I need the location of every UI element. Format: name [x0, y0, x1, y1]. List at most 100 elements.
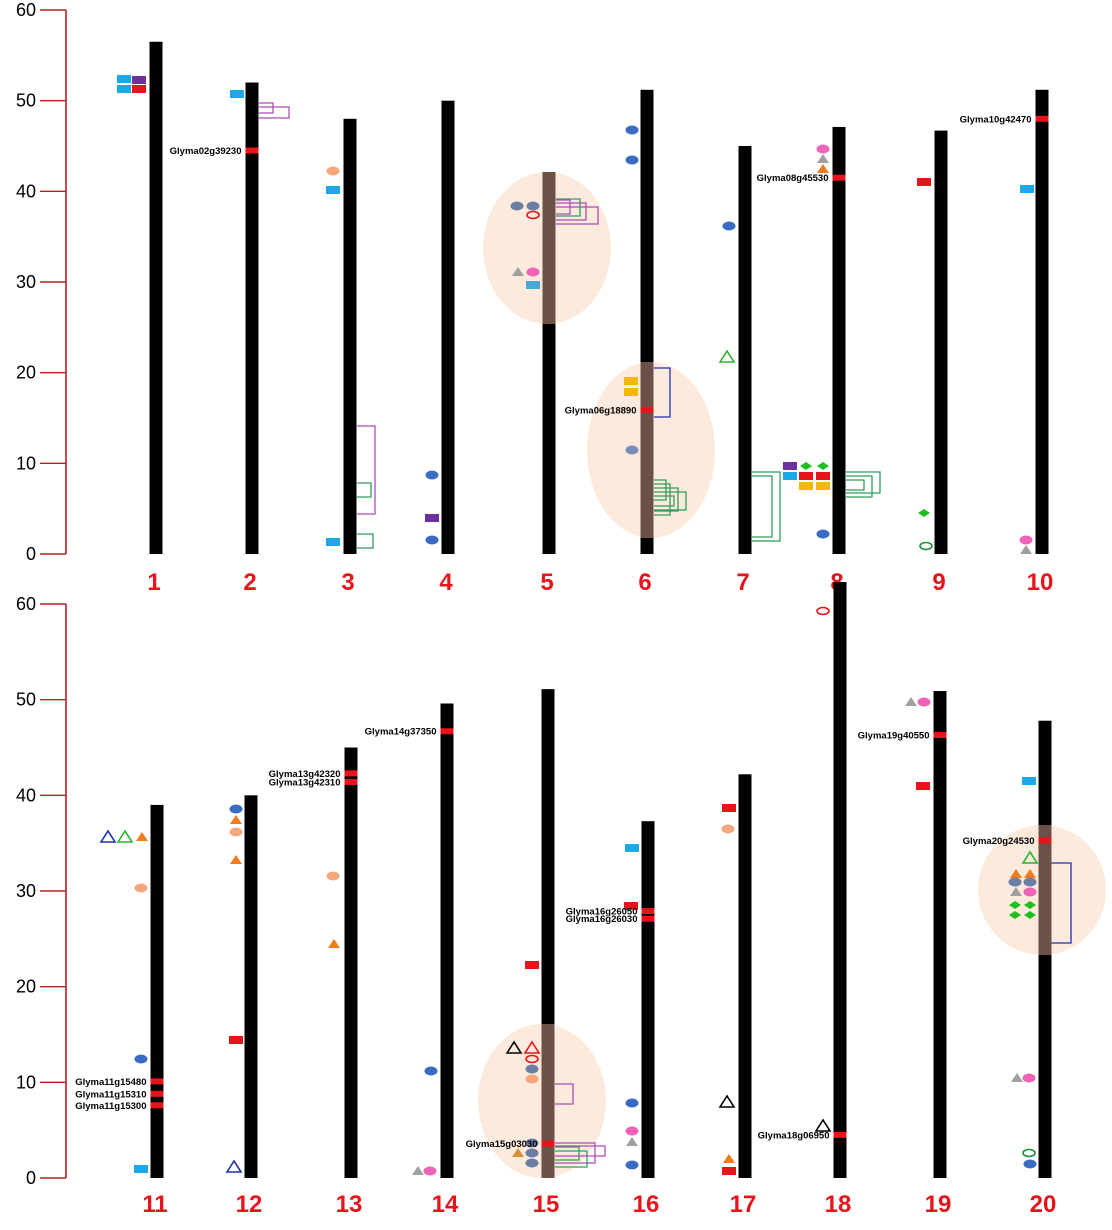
- marker-rectangle: [783, 472, 797, 480]
- gene-labels: Glyma02g39230 Glyma06g18890 Glyma08g45530 G…: [75, 114, 1052, 1150]
- marker-rectangle: [916, 782, 930, 790]
- gene-label: Glyma08g45530: [757, 173, 829, 184]
- chromosome-2: [245, 82, 259, 555]
- marker-triangle: [1010, 887, 1022, 896]
- marker-ellipse: [510, 201, 524, 211]
- linkage-bracket: [846, 471, 881, 494]
- marker-rectangle: [230, 90, 244, 98]
- marker-rectangle: [132, 85, 146, 93]
- y-tick-label: 20: [16, 977, 36, 997]
- marker-ellipse: [816, 144, 830, 154]
- marker-open-ellipse: [919, 541, 933, 551]
- gene-label: Glyma02g39230: [170, 146, 242, 157]
- marker-open-triangle: [116, 829, 134, 843]
- marker-triangle: [512, 267, 524, 276]
- marker-ellipse: [134, 883, 148, 893]
- marker-ellipse: [816, 529, 830, 539]
- marker-ring: [525, 1054, 539, 1064]
- marker-ellipse: [625, 1160, 639, 1170]
- chromosome-number: 19: [925, 1191, 952, 1218]
- chromosome-14: [440, 703, 454, 1178]
- gene-qtl-mark: [833, 1131, 847, 1138]
- marker-rectangle: [132, 76, 146, 84]
- y-tick-label: 30: [16, 272, 36, 292]
- marker-ellipse: [722, 221, 736, 231]
- gene-qtl-mark: [641, 908, 655, 915]
- marker-diamond: [1009, 911, 1021, 919]
- chromosome-highlight-segment: [542, 172, 556, 324]
- linkage-bracket: [555, 1150, 588, 1168]
- gene-qtl-mark: [641, 915, 655, 922]
- marker-ellipse: [425, 470, 439, 480]
- marker-diamond: [817, 462, 829, 470]
- marker-triangle: [512, 1148, 524, 1157]
- gene-label: Glyma13g42310: [269, 777, 341, 788]
- chromosome-number: 10: [1027, 569, 1054, 596]
- y-tick-label: 20: [16, 363, 36, 383]
- marker-rectangle: [117, 75, 131, 83]
- marker-triangle: [817, 164, 829, 173]
- linkage-bracket: [259, 102, 274, 114]
- linkage-bracket: [1051, 862, 1072, 944]
- marker-ellipse: [229, 804, 243, 814]
- chromosome-number: 16: [633, 1191, 660, 1218]
- chromosome-11: [150, 804, 164, 1178]
- marker-rectangle: [799, 472, 813, 480]
- marker-ellipse: [526, 267, 540, 277]
- marker-ellipse: [625, 1098, 639, 1108]
- chromosome-number: 6: [638, 569, 651, 596]
- chromosome-number: 15: [533, 1191, 560, 1218]
- chromosome-number: 18: [825, 1191, 852, 1218]
- gene-qtl-mark: [640, 406, 654, 413]
- marker-ellipse: [326, 871, 340, 881]
- gene-label: Glyma15g03030: [466, 1139, 538, 1150]
- marker-rectangle: [624, 388, 638, 396]
- chromosome-number: 20: [1030, 1191, 1057, 1218]
- marker-ellipse: [625, 1126, 639, 1136]
- marker-ring: [816, 606, 830, 616]
- marker-rectangle: [816, 472, 830, 480]
- gene-label: Glyma06g18890: [565, 405, 637, 416]
- y-tick-label: 40: [16, 785, 36, 805]
- marker-diamond: [1009, 901, 1021, 909]
- marker-rectangle: [326, 538, 340, 546]
- gene-qtl-mark: [150, 1090, 164, 1097]
- marker-ellipse: [1008, 877, 1022, 887]
- marker-rectangle: [425, 514, 439, 522]
- marker-ellipse: [1023, 877, 1037, 887]
- marker-ellipse: [424, 1066, 438, 1076]
- marker-triangle: [1010, 869, 1022, 878]
- marker-triangle: [136, 832, 148, 841]
- y-tick-label: 60: [16, 594, 36, 614]
- chromosome-highlight-segment: [1038, 825, 1052, 955]
- marker-ellipse: [625, 445, 639, 455]
- linkage-bracket: [556, 206, 599, 225]
- marker-ellipse: [917, 697, 931, 707]
- marker-ellipse: [525, 1064, 539, 1074]
- marker-diamond: [800, 462, 812, 470]
- marker-ring: [526, 210, 540, 220]
- marker-rectangle: [624, 902, 638, 910]
- y-tick-label: 30: [16, 881, 36, 901]
- marker-triangle: [1024, 869, 1036, 878]
- chromosome-17: [738, 774, 752, 1178]
- linkage-brackets: [259, 102, 1072, 1168]
- gene-label: Glyma19g40550: [858, 731, 930, 742]
- marker-triangle: [626, 1137, 638, 1146]
- chromosome-number: 2: [243, 569, 256, 596]
- marker-ellipse: [625, 155, 639, 165]
- y-tick-label: 40: [16, 181, 36, 201]
- chromosome-1: [149, 41, 163, 554]
- marker-triangle: [328, 939, 340, 948]
- marker-diamond: [1024, 911, 1036, 919]
- marker-ellipse: [525, 1138, 539, 1148]
- chromosome-number: 12: [236, 1191, 263, 1218]
- marker-ellipse: [1023, 887, 1037, 897]
- y-tick-label: 50: [16, 91, 36, 111]
- linkage-bracket: [654, 367, 671, 418]
- chromosome-12: [244, 795, 258, 1178]
- marker-rectangle: [917, 178, 931, 186]
- marker-triangle: [230, 815, 242, 824]
- marker-rectangle: [625, 844, 639, 852]
- gene-label: Glyma11g15300: [75, 1101, 146, 1112]
